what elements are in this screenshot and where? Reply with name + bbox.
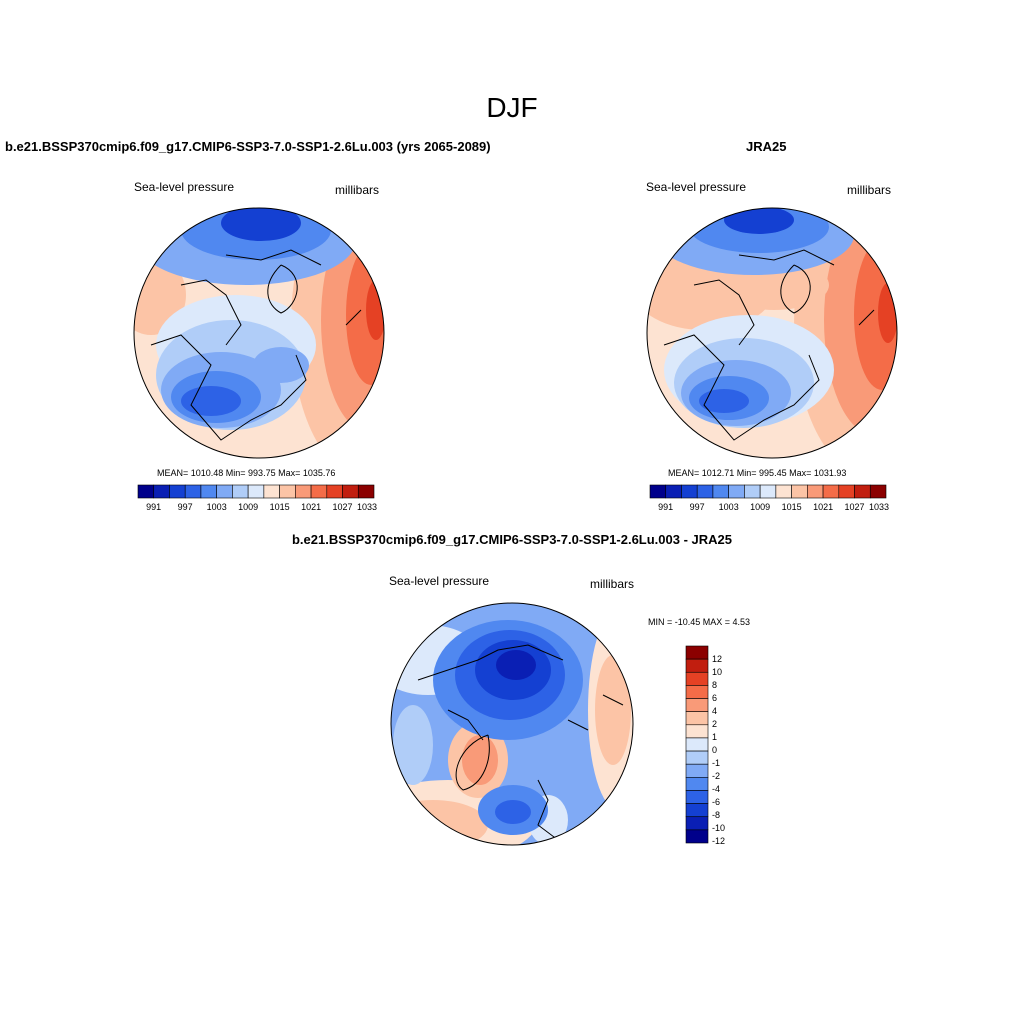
colorbar-swatch [263,484,280,499]
panel-1-colorbar-label: 1015 [269,502,290,512]
panel-2-field-label: Sea-level pressure [646,180,747,194]
panel-1-colorbar-label: 1021 [301,502,322,512]
panel-3-colorbar-label: 1 [712,732,718,742]
panel-1-map [133,207,385,459]
panel-2-title: JRA25 [746,139,787,154]
colorbar-swatch [247,484,265,499]
colorbar-swatch [153,484,170,499]
colorbar-swatch [685,816,709,831]
panel-1-colorbar-labels: 991 997 1003 1009 1015 1021 1027 1033 [138,502,378,514]
colorbar-swatch [357,484,375,499]
colorbar-swatch [869,484,887,499]
panel-1-colorbar-label: 1027 [332,502,353,512]
panel-2-stats: MEAN= 1012.71 Min= 995.45 Max= 1031.93 [668,468,847,478]
colorbar-swatch [342,484,359,499]
panel-1-title: b.e21.BSSP370cmip6.f09_g17.CMIP6-SSP3-7.… [5,139,491,154]
panel-3-units-label: millibars [590,577,635,591]
panel-3-colorbar-label: 2 [712,719,718,729]
colorbar-swatch [310,484,328,499]
colorbar-swatch [696,484,714,499]
colorbar-swatch [744,484,761,499]
colorbar-swatch [759,484,777,499]
panel-3-field-label: Sea-level pressure [389,574,490,588]
panel-1-field-label: Sea-level pressure [134,180,235,194]
panel-3-colorbar [685,645,709,844]
colorbar-swatch [326,484,343,499]
colorbar-swatch [665,484,682,499]
colorbar-swatch [685,724,709,739]
colorbar-swatch [854,484,871,499]
colorbar-swatch [685,671,709,686]
panel-3-colorbar-label: 12 [712,654,723,664]
panel-1-colorbar [137,484,375,499]
difference-title: b.e21.BSSP370cmip6.f09_g17.CMIP6-SSP3-7.… [291,532,733,547]
colorbar-swatch [681,484,698,499]
colorbar-swatch [685,763,709,778]
colorbar-swatch [685,737,709,752]
panel-1-stats: MEAN= 1010.48 Min= 993.75 Max= 1035.76 [157,468,336,478]
colorbar-swatch [685,711,709,726]
colorbar-swatch [685,685,709,699]
panel-1-colorbar-label: 1003 [206,502,227,512]
colorbar-swatch [712,484,729,499]
colorbar-swatch [169,484,186,499]
colorbar-swatch [685,829,709,844]
colorbar-swatch [685,698,709,712]
colorbar-swatch [685,777,709,791]
page-title: DJF [486,92,538,123]
panel-2-colorbar-label: 1027 [844,502,865,512]
panel-3-colorbar-label: -10 [712,823,726,833]
colorbar-swatch [822,484,840,499]
panel-3-map [390,602,634,846]
colorbar-swatch [791,484,808,499]
colorbar-swatch [685,803,709,818]
panel-2-units-label: millibars [847,183,892,197]
panel-2-colorbar [649,484,887,499]
colorbar-swatch [649,484,667,499]
panel-3-colorbar-label: 0 [712,745,718,755]
colorbar-swatch [216,484,233,499]
panel-3-colorbar-label: -2 [712,771,721,781]
panel-2-map [646,207,898,459]
panel-2-colorbar-label: 1009 [750,502,771,512]
colorbar-swatch [807,484,824,499]
panel-1-units-label: millibars [335,183,380,197]
colorbar-swatch [295,484,312,499]
colorbar-swatch [775,484,792,499]
panel-2-colorbar-label: 1003 [718,502,739,512]
colorbar-swatch [232,484,249,499]
panel-3-stats: MIN = -10.45 MAX = 4.53 [648,617,751,627]
panel-2-colorbar-label: 1021 [813,502,834,512]
colorbar-swatch [200,484,217,499]
panel-1-colorbar-label: 1033 [356,502,378,512]
panel-3-colorbar-label: -12 [712,836,726,846]
panel-2-colorbar-label: 1015 [781,502,802,512]
panel-3-colorbar-label: -6 [712,797,721,807]
colorbar-swatch [685,750,709,765]
panel-2-colorbar-label: 1033 [868,502,890,512]
colorbar-swatch [279,484,296,499]
panel-2-colorbar-labels: 991 997 1003 1009 1015 1021 1027 1033 [650,502,890,514]
panel-3-colorbar-label: -1 [712,758,721,768]
colorbar-swatch [685,658,709,673]
panel-3-colorbar-label: -4 [712,784,721,794]
panel-1-colorbar-label: 1009 [238,502,259,512]
panel-2-colorbar-label: 991 [658,502,674,512]
panel-1-colorbar-label: 991 [146,502,162,512]
colorbar-swatch [685,790,709,804]
panel-3-colorbar-label: 4 [712,706,718,716]
colorbar-swatch [728,484,745,499]
panel-3-colorbar-labels: 12 10 8 6 4 2 1 0 -1 -2 -4 -6 -8 -10 -12 [712,646,742,846]
panel-2-colorbar-label: 997 [689,502,705,512]
panel-1-colorbar-label: 997 [177,502,193,512]
panel-3-colorbar-label: 8 [712,680,718,690]
colorbar-swatch [838,484,855,499]
panel-3-colorbar-label: 10 [712,667,723,677]
colorbar-swatch [184,484,202,499]
colorbar-swatch [685,645,709,660]
colorbar-swatch [137,484,155,499]
panel-3-colorbar-label: 6 [712,693,718,703]
panel-3-colorbar-label: -8 [712,810,721,820]
